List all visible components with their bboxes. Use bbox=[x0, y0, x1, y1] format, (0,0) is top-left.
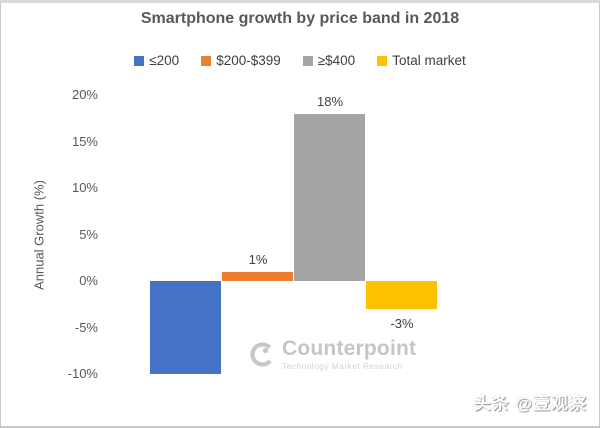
bar-200-to-399 bbox=[222, 271, 293, 281]
bar-data-label-over-400: 18% bbox=[316, 93, 344, 109]
legend-item-under-200: ≤200 bbox=[134, 53, 179, 68]
y-tick-label: 20% bbox=[71, 87, 98, 102]
legend-swatch-icon bbox=[377, 55, 388, 66]
legend-item-over-400: ≥$400 bbox=[302, 53, 356, 68]
bar-under-200 bbox=[150, 281, 221, 374]
counterpoint-logo-icon bbox=[250, 342, 275, 367]
counterpoint-watermark: Counterpoint Technology Market Research bbox=[248, 338, 416, 371]
bar-data-label-200-to-399: 1% bbox=[248, 251, 268, 267]
legend-label: $200-$399 bbox=[216, 53, 281, 68]
legend-label: ≤200 bbox=[149, 53, 180, 68]
legend-swatch-icon bbox=[134, 55, 145, 66]
watermark-tagline: Technology Market Research bbox=[282, 361, 403, 371]
y-tick-label: -10% bbox=[67, 366, 98, 381]
y-tick-label: 15% bbox=[71, 133, 98, 149]
legend-swatch-icon bbox=[302, 55, 313, 66]
y-tick-label: 0% bbox=[79, 273, 98, 288]
legend-item-200-to-399: $200-$399 bbox=[201, 53, 281, 68]
legend-label: ≥$400 bbox=[317, 53, 356, 68]
legend-item-total-market: Total market bbox=[377, 53, 466, 68]
legend-swatch-icon bbox=[201, 55, 212, 66]
bar-data-label-total-market: -3% bbox=[390, 315, 414, 331]
y-tick-label: 10% bbox=[71, 180, 98, 195]
plot-area: Annual Growth (%) 20% 15% 10% 5% 0% -5% -10% 1%… bbox=[1, 3, 599, 426]
credit-watermark: 头条 @壹观察 bbox=[473, 394, 587, 413]
chart-title: Smartphone growth by price band in 2018 bbox=[140, 10, 460, 27]
watermark-text: Counterpoint Technology Market Research bbox=[282, 338, 416, 371]
bar-total-market bbox=[366, 281, 437, 309]
watermark-brand: Counterpoint bbox=[282, 337, 417, 360]
bar-over-400 bbox=[294, 113, 365, 281]
y-tick-label: 5% bbox=[79, 226, 98, 242]
legend-label: Total market bbox=[392, 53, 466, 68]
legend: ≤200 $200-$399 ≥$400 Total market bbox=[1, 53, 599, 68]
y-tick-label: -5% bbox=[74, 319, 98, 335]
